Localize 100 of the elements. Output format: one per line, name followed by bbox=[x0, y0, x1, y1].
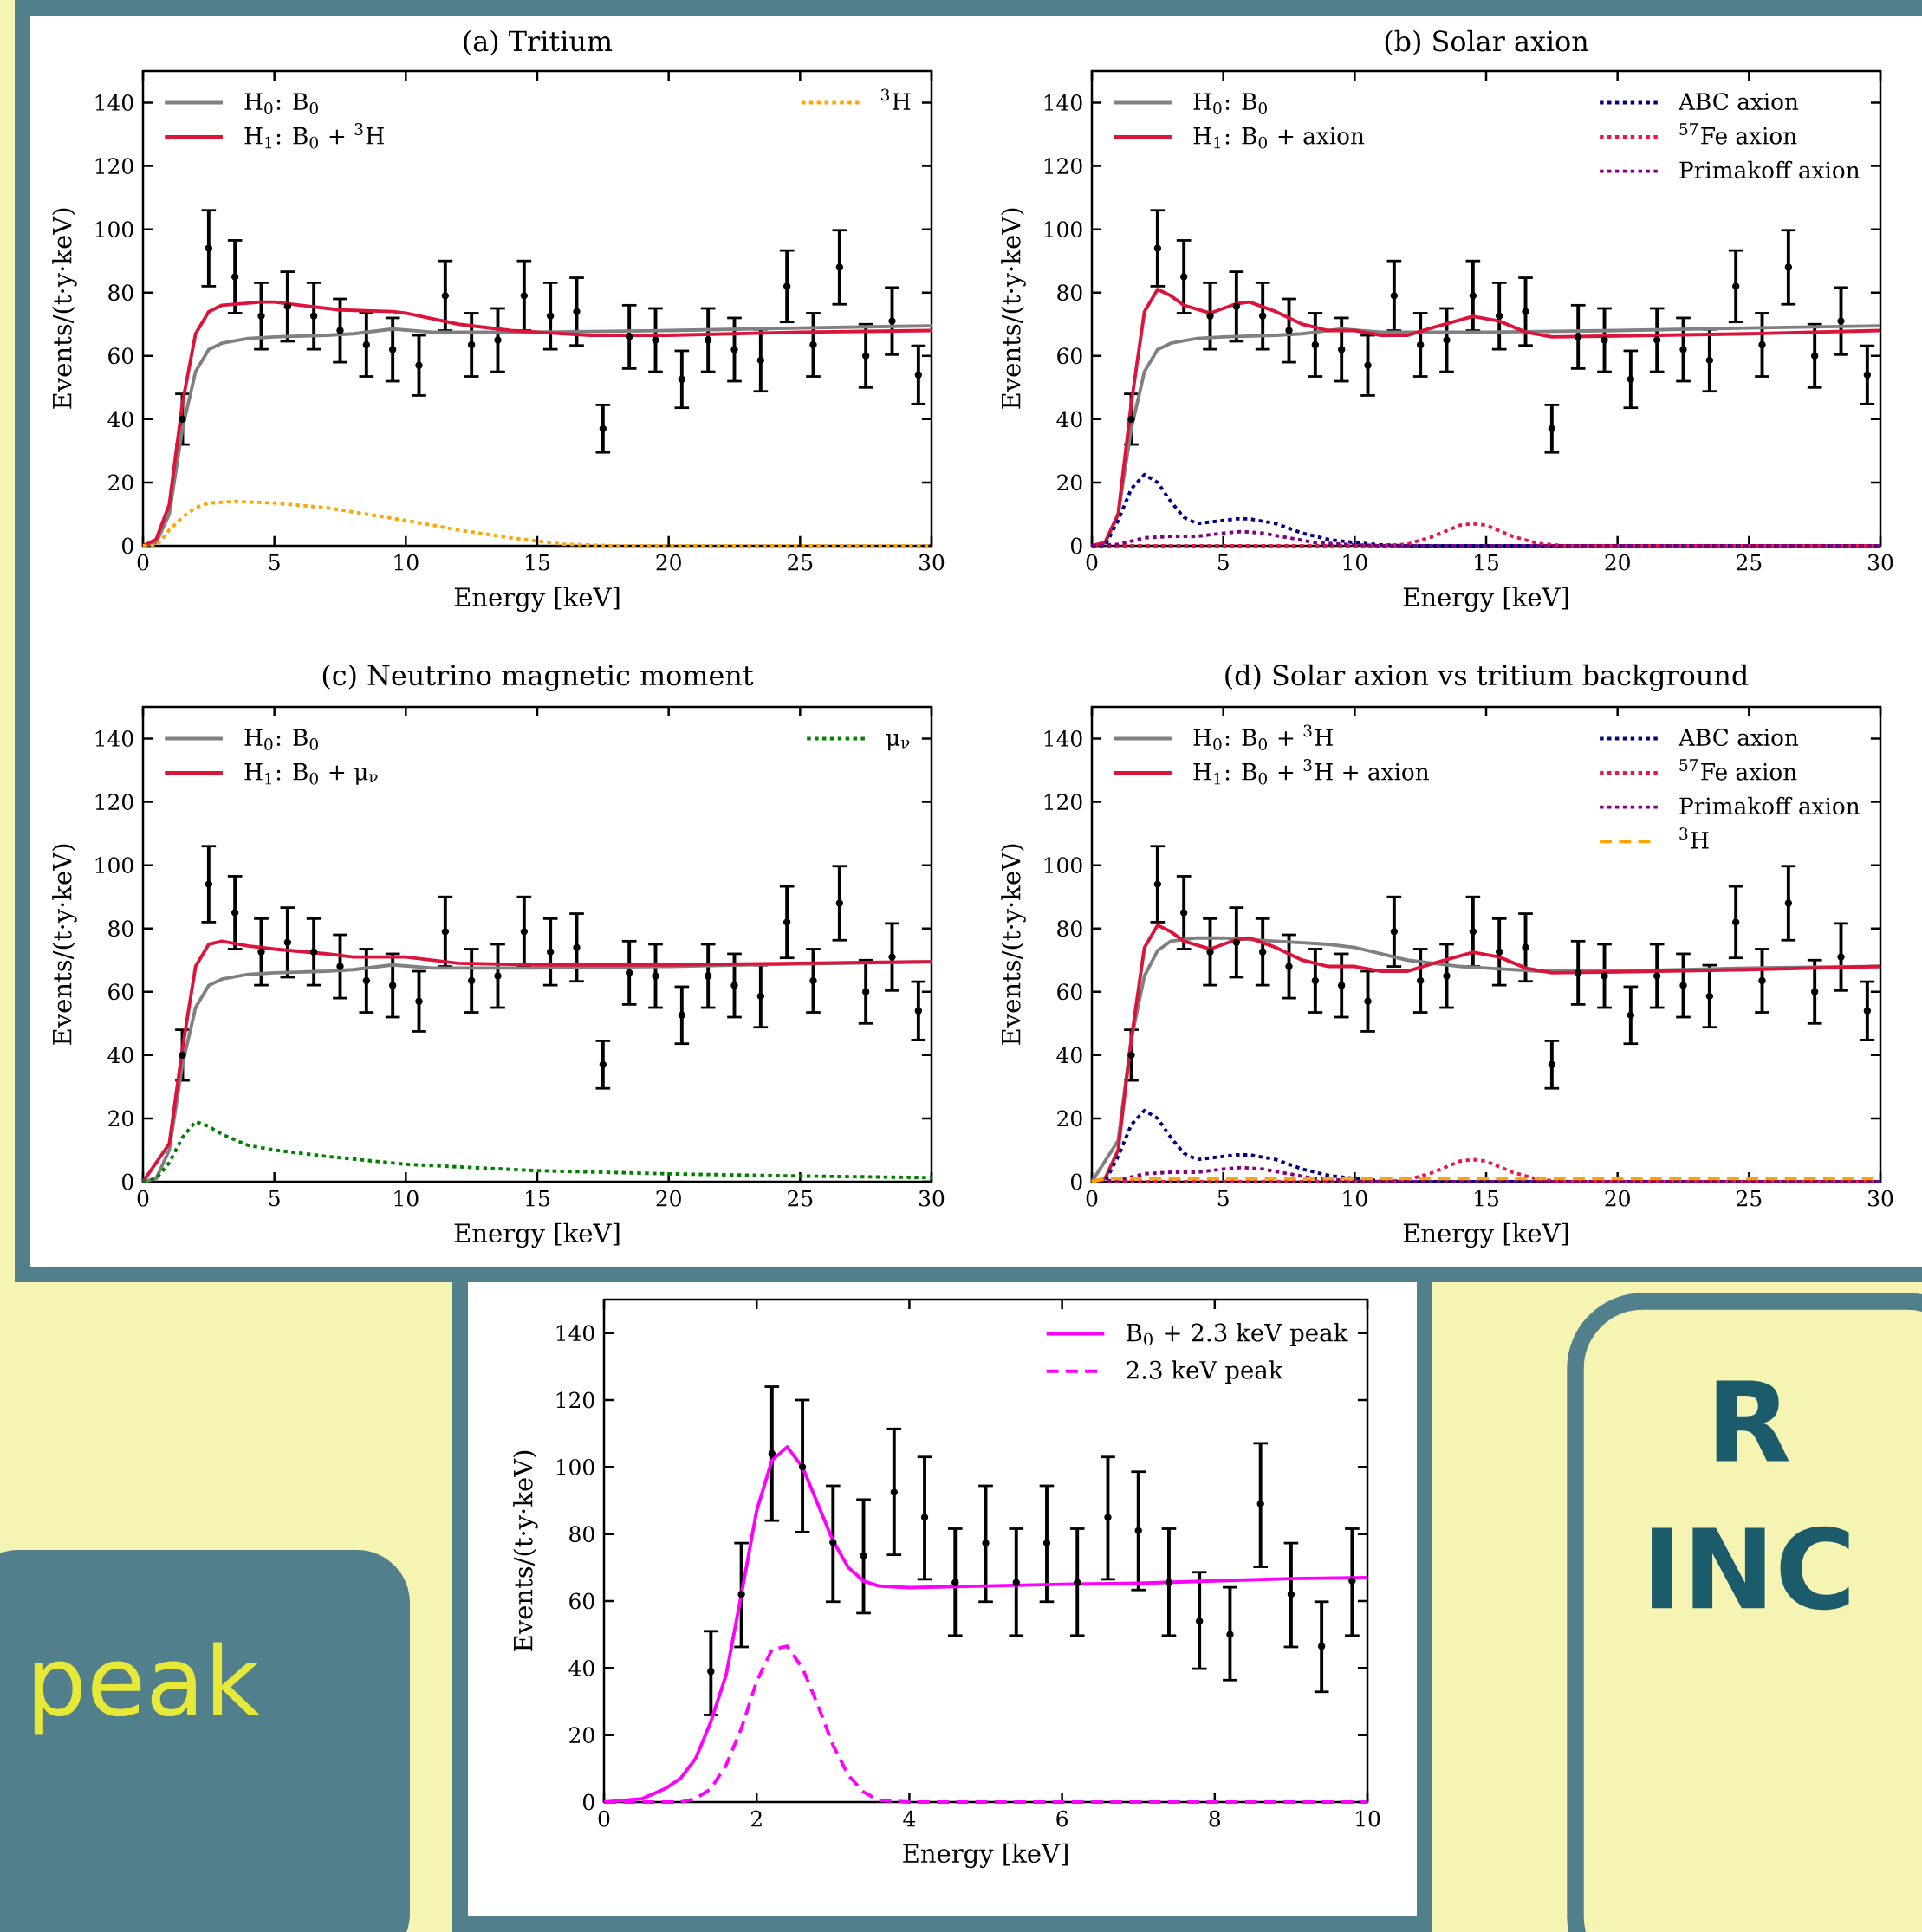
x-tick-label: 5 bbox=[1217, 554, 1229, 571]
chart-title: (a) Tritium bbox=[464, 29, 613, 55]
y-tick-label: 0 bbox=[1071, 1173, 1082, 1190]
chart-title: (b) Solar axion bbox=[1385, 29, 1588, 55]
x-tick-label: 0 bbox=[137, 1190, 149, 1207]
text: peak bbox=[34, 1642, 260, 1735]
legend-label: H$_{0}$: B$_{0}$ bbox=[244, 93, 318, 115]
x-tick-label: 25 bbox=[788, 1190, 813, 1207]
y-tick-label: 140 bbox=[1044, 730, 1082, 747]
y-tick-label: 0 bbox=[1071, 537, 1082, 554]
x-axis-title: Energy [keV] bbox=[454, 1222, 620, 1248]
x-tick-label: 10 bbox=[1343, 1190, 1367, 1207]
legend-label: H$_{1}$: B$_{0}$ + μ$_{ν}$ bbox=[244, 763, 378, 785]
y-tick-label: 40 bbox=[107, 1047, 133, 1064]
y-tick-label: 40 bbox=[107, 411, 133, 428]
y-tick-label: 20 bbox=[108, 1110, 133, 1127]
x-tick-label: 10 bbox=[1343, 554, 1367, 571]
legend-label: $^{3}$H bbox=[1679, 827, 1709, 849]
y-tick-label: 20 bbox=[1057, 1110, 1082, 1127]
y-axis-title: Events/(t·y·keV) bbox=[513, 1450, 538, 1651]
y-tick-label: 120 bbox=[1044, 158, 1082, 174]
legend-label: Primakoff axion bbox=[1679, 160, 1860, 179]
x-tick-label: 5 bbox=[269, 1190, 280, 1207]
x-tick-label: 0 bbox=[598, 1810, 610, 1827]
text: INC bbox=[1652, 1526, 1849, 1611]
y-tick-label: 140 bbox=[95, 94, 133, 111]
x-tick-label: 25 bbox=[788, 554, 813, 571]
y-tick-label: 120 bbox=[556, 1391, 594, 1409]
y-tick-label: 100 bbox=[1044, 221, 1082, 238]
y-tick-label: 40 bbox=[568, 1659, 594, 1676]
y-tick-label: 120 bbox=[1044, 794, 1082, 810]
x-tick-label: 15 bbox=[1475, 1190, 1498, 1207]
x-tick-label: 8 bbox=[1209, 1810, 1221, 1827]
chart-title: (d) Solar axion vs tritium background bbox=[1225, 664, 1749, 691]
y-tick-label: 80 bbox=[108, 284, 133, 301]
legend-label: B$_{0}$ + 2.3 keV peak bbox=[1127, 1323, 1348, 1346]
legend-label: H$_{1}$: B$_{0}$ + $^{3}$H bbox=[244, 122, 384, 149]
y-tick-label: 140 bbox=[1044, 94, 1082, 111]
x-tick-label: 30 bbox=[919, 554, 945, 571]
legend-label: $^{57}$Fe axion bbox=[1679, 759, 1797, 781]
legend-label: μ$_{ν}$ bbox=[886, 734, 910, 751]
x-tick-label: 20 bbox=[1605, 554, 1630, 571]
y-tick-label: 40 bbox=[1056, 411, 1082, 428]
y-tick-label: 0 bbox=[583, 1793, 594, 1811]
x-tick-label: 0 bbox=[1086, 1190, 1098, 1207]
y-axis-title: Events/(t·y·keV) bbox=[1001, 844, 1026, 1045]
x-axis-title: Energy [keV] bbox=[1403, 1222, 1568, 1248]
legend-label: Primakoff axion bbox=[1679, 796, 1860, 815]
legend-label: H$_{1}$: B$_{0}$ + $^{3}$H + axion bbox=[1193, 759, 1429, 785]
y-tick-label: 100 bbox=[95, 221, 133, 238]
x-axis-title: Energy [keV] bbox=[454, 587, 620, 613]
x-tick-label: 20 bbox=[656, 554, 681, 571]
x-tick-label: 15 bbox=[526, 1190, 549, 1207]
y-tick-label: 80 bbox=[569, 1526, 594, 1543]
x-tick-label: 10 bbox=[1356, 1810, 1380, 1827]
legend-label: H$_{0}$: B$_{0}$ bbox=[244, 729, 318, 751]
y-tick-label: 100 bbox=[95, 857, 133, 874]
x-tick-label: 20 bbox=[656, 1190, 681, 1207]
x-tick-label: 5 bbox=[269, 554, 280, 571]
legend-label: H$_{1}$: B$_{0}$ + axion bbox=[1193, 126, 1365, 149]
legend-label: H$_{0}$: B$_{0}$ bbox=[1193, 93, 1267, 115]
x-axis-title: Energy [keV] bbox=[903, 1843, 1068, 1869]
legend-label: H$_{0}$: B$_{0}$ + $^{3}$H bbox=[1193, 724, 1333, 751]
y-tick-label: 140 bbox=[95, 730, 133, 747]
y-tick-label: 60 bbox=[569, 1592, 594, 1610]
y-tick-label: 60 bbox=[108, 983, 133, 1001]
x-tick-label: 6 bbox=[1056, 1810, 1068, 1827]
x-tick-label: 5 bbox=[1217, 1190, 1229, 1207]
y-tick-label: 60 bbox=[108, 347, 133, 365]
y-tick-label: 120 bbox=[95, 794, 133, 810]
x-tick-label: 20 bbox=[1605, 1190, 1630, 1207]
x-axis-title: Energy [keV] bbox=[1403, 587, 1568, 613]
x-tick-label: 25 bbox=[1737, 1190, 1762, 1207]
y-tick-label: 60 bbox=[1057, 983, 1082, 1001]
x-tick-label: 4 bbox=[903, 1810, 916, 1827]
x-tick-label: 0 bbox=[137, 554, 149, 571]
legend-label: ABC axion bbox=[1678, 729, 1799, 747]
y-tick-label: 60 bbox=[1057, 347, 1082, 365]
x-tick-label: 10 bbox=[394, 554, 419, 571]
x-tick-label: 25 bbox=[1737, 554, 1762, 571]
y-tick-label: 40 bbox=[1056, 1047, 1082, 1064]
legend-label: ABC axion bbox=[1678, 93, 1799, 111]
y-tick-label: 20 bbox=[569, 1727, 594, 1744]
y-tick-label: 0 bbox=[122, 537, 133, 554]
y-tick-label: 20 bbox=[108, 474, 133, 491]
legend-label: $^{57}$Fe axion bbox=[1679, 123, 1797, 145]
chart-title: (c) Neutrino magnetic moment bbox=[322, 664, 754, 691]
y-tick-label: 120 bbox=[95, 158, 133, 174]
text: R bbox=[1716, 1380, 1789, 1462]
x-tick-label: 10 bbox=[394, 1190, 419, 1207]
y-tick-label: 100 bbox=[1044, 857, 1082, 874]
y-tick-label: 140 bbox=[556, 1325, 594, 1342]
y-tick-label: 80 bbox=[1057, 920, 1082, 937]
y-tick-label: 80 bbox=[108, 920, 133, 937]
x-tick-label: 0 bbox=[1086, 554, 1098, 571]
x-tick-label: 15 bbox=[526, 554, 549, 571]
y-axis-title: Events/(t·y·keV) bbox=[52, 208, 77, 409]
y-axis-title: Events/(t·y·keV) bbox=[52, 844, 77, 1045]
y-tick-label: 100 bbox=[556, 1458, 594, 1475]
x-tick-label: 30 bbox=[1868, 1190, 1893, 1207]
